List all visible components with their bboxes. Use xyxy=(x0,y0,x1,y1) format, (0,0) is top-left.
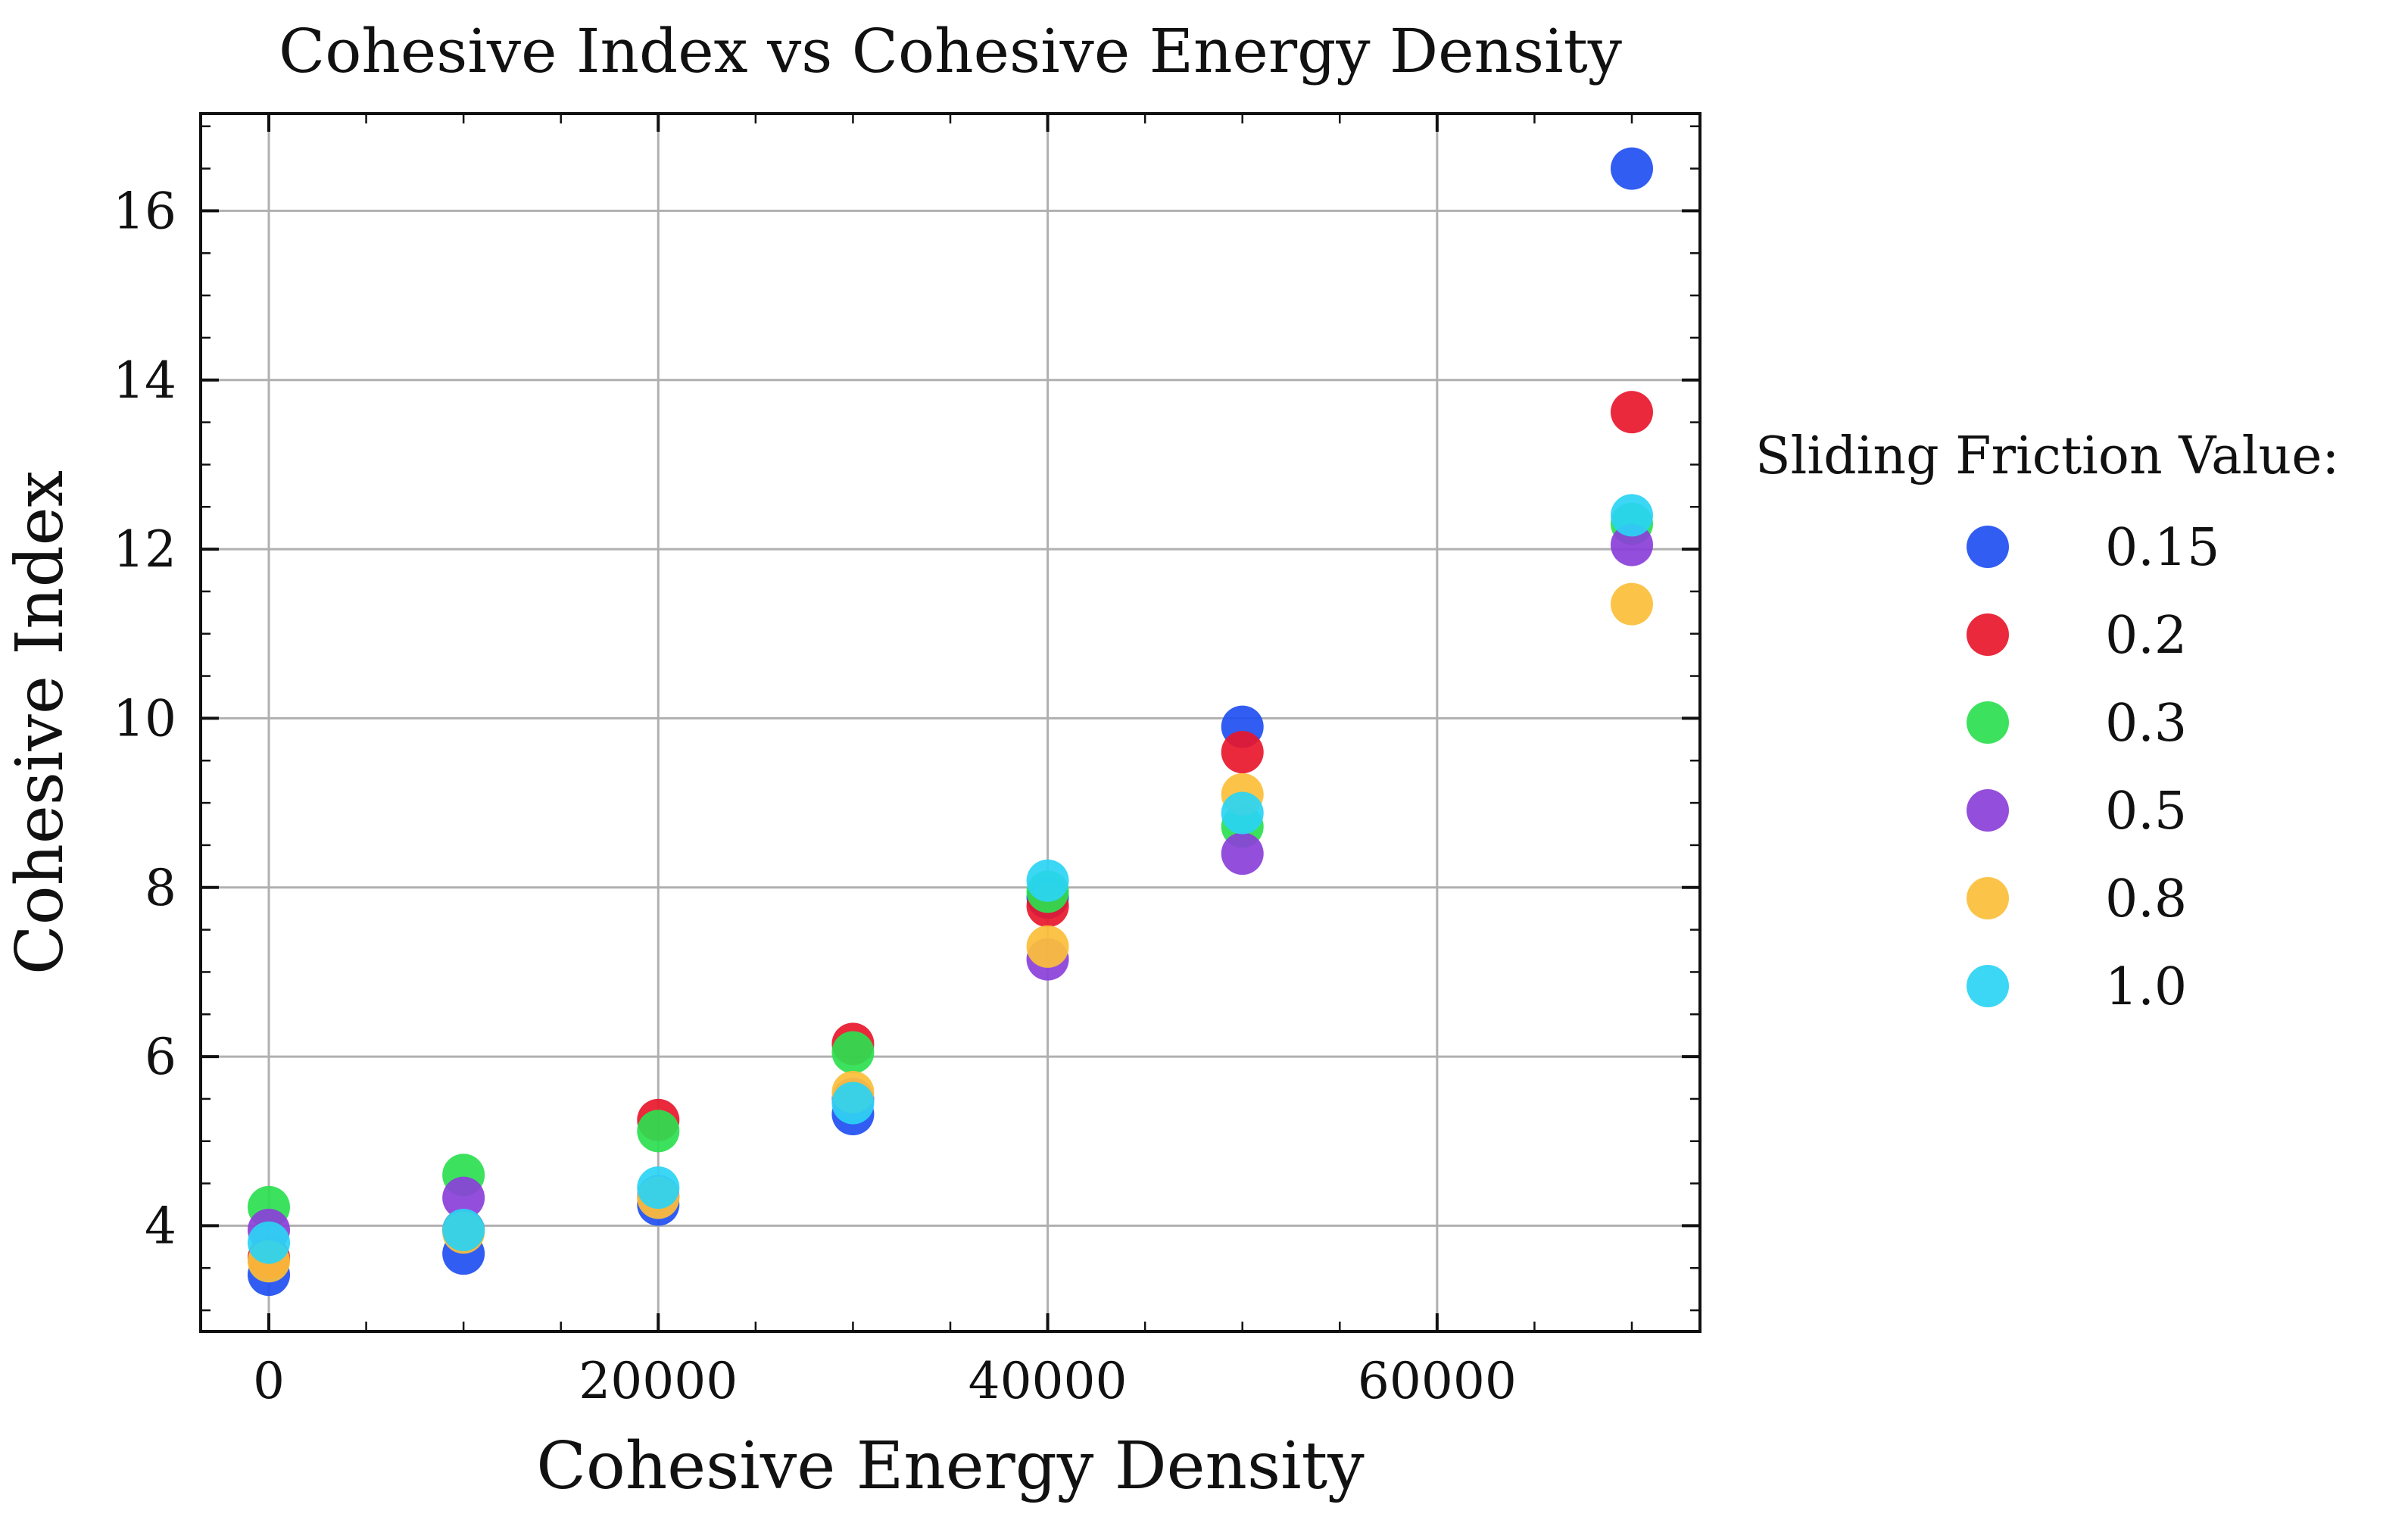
y-tick-label: 16 xyxy=(113,182,176,240)
legend-marker xyxy=(1967,613,2009,656)
legend-entry: 0.8 xyxy=(1967,869,2187,929)
y-tick-label: 4 xyxy=(145,1197,176,1255)
legend-marker xyxy=(1967,965,2009,1007)
x-tick-label: 40000 xyxy=(969,1352,1128,1410)
data-point xyxy=(248,1221,290,1264)
data-point xyxy=(442,1176,485,1219)
legend-marker xyxy=(1967,701,2009,744)
legend-entry: 0.3 xyxy=(1967,694,2187,754)
data-point xyxy=(1611,582,1653,626)
legend-entry: 0.5 xyxy=(1967,782,2187,841)
legend-marker xyxy=(1967,877,2009,919)
legend-entry: 1.0 xyxy=(1967,957,2187,1017)
legend-marker xyxy=(1967,789,2009,832)
y-tick-label: 14 xyxy=(113,351,176,410)
data-point xyxy=(1611,494,1653,537)
x-tick-label: 20000 xyxy=(579,1352,738,1410)
y-tick-label: 12 xyxy=(113,520,176,579)
tick-labels: 0 20000 40000 60000 4 6 8 10 12 14 16 xyxy=(113,182,1517,1410)
data-point xyxy=(1611,147,1653,190)
legend-entries: 0.15 0.2 0.3 0.5 0.8 1.0 xyxy=(1967,518,2219,1017)
data-point xyxy=(1611,523,1653,567)
chart-title: Cohesive Index vs Cohesive Energy Densit… xyxy=(279,16,1622,86)
legend-label: 0.3 xyxy=(2105,694,2187,754)
legend-marker xyxy=(1967,526,2009,568)
data-point xyxy=(1026,925,1069,968)
legend-title: Sliding Friction Value: xyxy=(1755,426,2339,486)
series-1.0 xyxy=(248,494,1653,1264)
legend-label: 1.0 xyxy=(2105,957,2187,1017)
legend-label: 0.15 xyxy=(2105,518,2219,578)
x-tick-label: 0 xyxy=(253,1352,285,1410)
data-point xyxy=(1026,859,1069,902)
data-point xyxy=(1221,832,1264,876)
y-tick-label: 8 xyxy=(145,859,176,917)
x-axis-label: Cohesive Energy Density xyxy=(536,1428,1365,1504)
gridlines xyxy=(201,114,1700,1331)
y-tick-label: 10 xyxy=(113,689,176,748)
legend-label: 0.5 xyxy=(2105,782,2187,841)
data-point xyxy=(637,1110,680,1153)
axis-ticks xyxy=(201,114,1700,1331)
data-points xyxy=(248,147,1653,1297)
data-point xyxy=(1611,391,1653,434)
legend-label: 0.8 xyxy=(2105,869,2187,929)
x-tick-label: 60000 xyxy=(1358,1352,1517,1410)
data-point xyxy=(637,1166,680,1210)
data-point xyxy=(1221,731,1264,774)
y-tick-label: 6 xyxy=(145,1028,176,1086)
y-axis-label: Cohesive Index xyxy=(2,470,78,975)
data-point xyxy=(442,1209,485,1251)
legend: Sliding Friction Value: 0.15 0.2 0.3 0.5 0.8… xyxy=(1755,426,2339,1017)
data-point xyxy=(831,1082,875,1125)
legend-entry: 0.2 xyxy=(1967,606,2187,666)
legend-entry: 0.15 xyxy=(1967,518,2219,578)
legend-label: 0.2 xyxy=(2105,606,2187,666)
data-point xyxy=(831,1031,875,1074)
data-point xyxy=(1221,791,1264,835)
